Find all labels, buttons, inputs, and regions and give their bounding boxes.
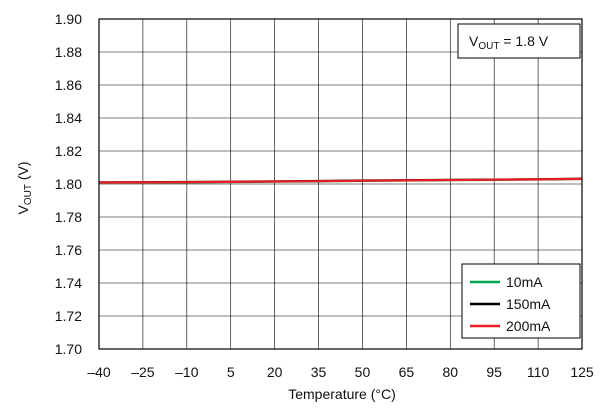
y-axis-label: VOUT (V) bbox=[15, 161, 34, 214]
annotation-sub: OUT bbox=[478, 41, 499, 52]
y-tick-label: 1.78 bbox=[55, 209, 82, 225]
y-tick-label: 1.84 bbox=[55, 110, 82, 126]
y-tick-label: 1.72 bbox=[55, 308, 82, 324]
y-tick-label: 1.88 bbox=[55, 44, 82, 60]
y-tick-label: 1.76 bbox=[55, 242, 82, 258]
annotation-base: V bbox=[469, 33, 479, 49]
x-tick-label: 80 bbox=[442, 364, 458, 380]
annotation-suffix: = 1.8 V bbox=[499, 33, 548, 49]
legend-label-150ma: 150mA bbox=[506, 296, 551, 312]
x-tick-label: –25 bbox=[131, 364, 155, 380]
y-tick-label: 1.82 bbox=[55, 143, 82, 159]
x-tick-label: 20 bbox=[267, 364, 283, 380]
y-tick-label: 1.90 bbox=[55, 11, 82, 27]
series-line-200ma bbox=[98, 177, 583, 184]
y-tick-label: 1.86 bbox=[55, 77, 82, 93]
annotation-box: VOUT = 1.8 V bbox=[457, 23, 581, 59]
legend-label-10ma: 10mA bbox=[506, 274, 543, 290]
x-tick-label: 5 bbox=[227, 364, 235, 380]
annotation-frame bbox=[457, 23, 581, 59]
y-axis-label-sub: OUT bbox=[23, 184, 34, 205]
x-tick-label: 95 bbox=[486, 364, 502, 380]
x-tick-label: 125 bbox=[570, 364, 594, 380]
x-tick-label: 50 bbox=[355, 364, 371, 380]
y-tick-labels: 1.70 1.72 1.74 1.76 1.78 1.80 1.82 1.84 1.86 1.88… bbox=[55, 11, 82, 357]
y-tick-label: 1.70 bbox=[55, 341, 82, 357]
plot-frame bbox=[98, 18, 583, 350]
legend-label-200ma: 200mA bbox=[506, 318, 551, 334]
legend: 10mA 150mA 200mA bbox=[461, 263, 581, 339]
series-lines bbox=[98, 177, 583, 184]
x-tick-label: –40 bbox=[87, 364, 111, 380]
y-axis-label-base: V bbox=[15, 205, 31, 215]
x-tick-label: 35 bbox=[311, 364, 327, 380]
x-tick-label: 110 bbox=[527, 364, 550, 380]
x-axis-label: Temperature (°C) bbox=[288, 386, 396, 402]
y-axis-label-suffix: (V) bbox=[15, 161, 31, 184]
x-tick-label: 65 bbox=[399, 364, 415, 380]
y-tick-label: 1.74 bbox=[55, 275, 82, 291]
x-tick-label: –10 bbox=[175, 364, 199, 380]
y-tick-label: 1.80 bbox=[55, 176, 82, 192]
x-tick-labels: –40 –25 –10 5 20 35 50 65 80 95 110 125 bbox=[87, 364, 594, 380]
annotation-text: VOUT = 1.8 V bbox=[469, 33, 549, 52]
